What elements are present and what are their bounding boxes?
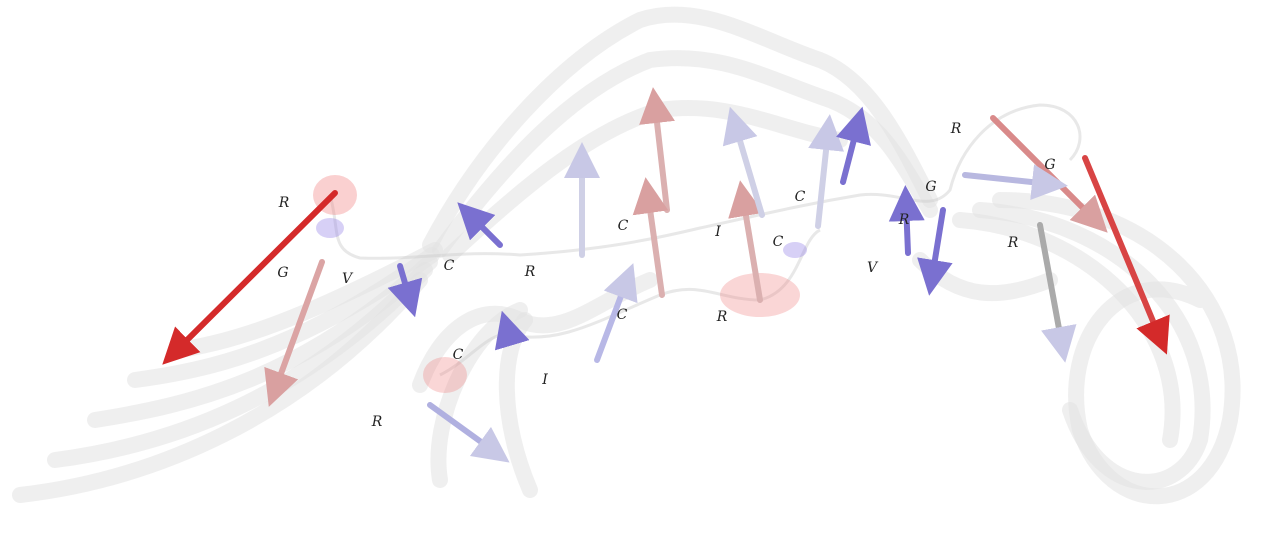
residue-label: G xyxy=(925,179,936,195)
residue-label: V xyxy=(867,260,879,276)
residue-label: C xyxy=(795,189,806,205)
molecular-render: R G V C R C I C C R V G R G R C R C I R xyxy=(0,0,1266,546)
residue-label: C xyxy=(618,218,629,234)
residue-label: R xyxy=(1007,235,1019,251)
residue-label: R xyxy=(950,121,962,137)
residue-label: R xyxy=(716,309,728,325)
residue-label: R xyxy=(278,195,290,211)
residue-label: R xyxy=(371,414,383,430)
residue-label: R xyxy=(898,212,910,228)
residue-label: C xyxy=(617,307,628,323)
residue-label: R xyxy=(524,264,536,280)
residue-label: I xyxy=(714,224,721,240)
residue-label: I xyxy=(541,372,548,388)
arrows xyxy=(175,105,1160,452)
tube-bundle xyxy=(20,15,1233,497)
residue-label: C xyxy=(444,258,455,274)
residue-label: G xyxy=(1044,157,1055,173)
residue-label: C xyxy=(453,347,464,363)
residue-label: C xyxy=(773,234,784,250)
residue-label: G xyxy=(277,265,288,281)
